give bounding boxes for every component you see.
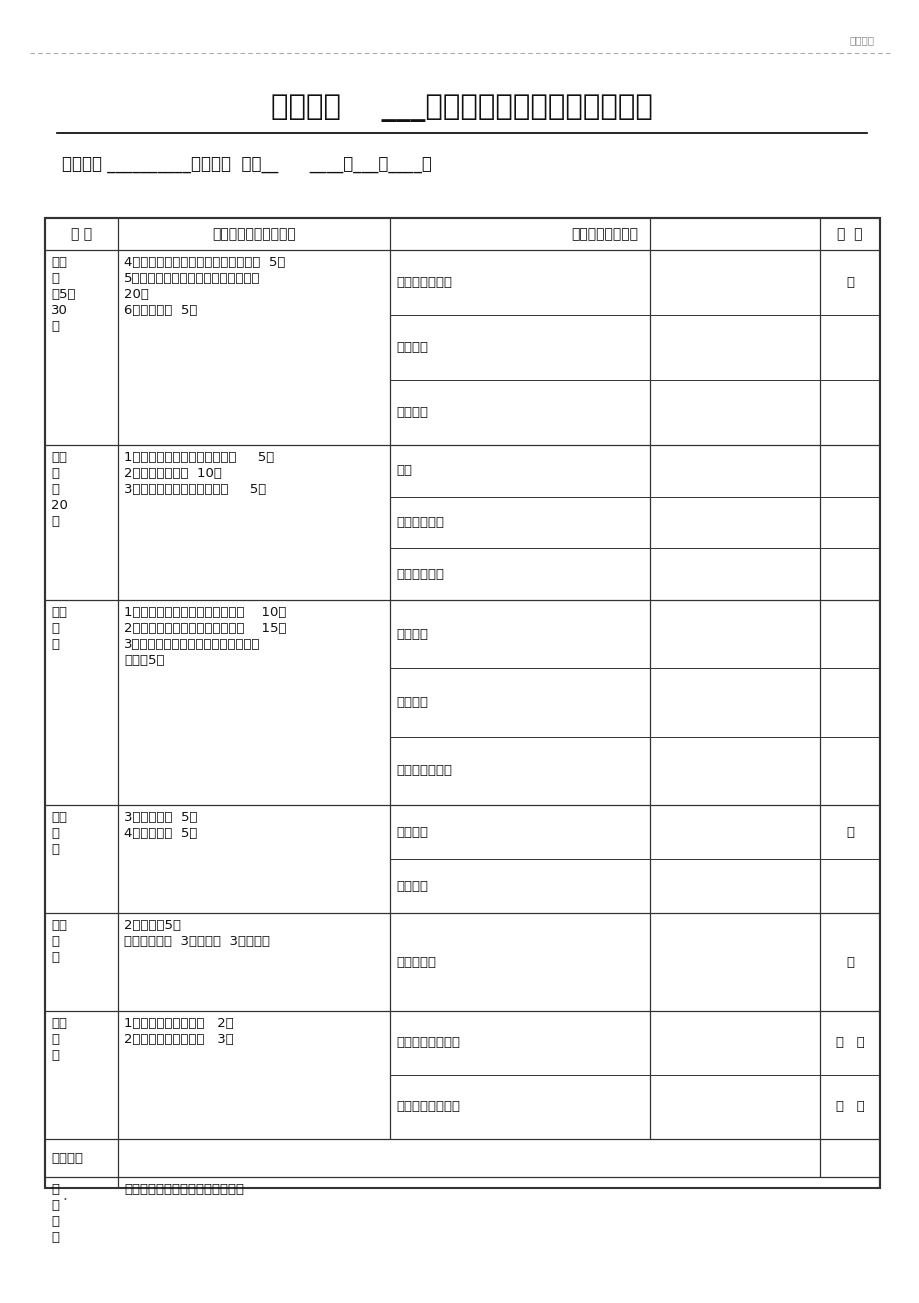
Text: 6、教学反思  5分: 6、教学反思 5分	[124, 304, 198, 317]
Text: 指: 指	[51, 1183, 59, 1196]
Text: 教学反思: 教学反思	[395, 407, 427, 420]
Text: 课堂作业: 课堂作业	[395, 628, 427, 641]
Text: 项 目: 项 目	[71, 227, 92, 241]
Text: 作业批改登记本: 作业批改登记本	[395, 765, 451, 778]
Text: 二、: 二、	[51, 451, 67, 464]
Text: 节: 节	[845, 276, 853, 289]
Text: 是   否: 是 否	[834, 1036, 864, 1049]
Text: 3、作业批改登记本（是否与批改作业: 3、作业批改登记本（是否与批改作业	[124, 638, 260, 652]
Text: 材: 材	[51, 936, 59, 949]
Text: 五、: 五、	[51, 919, 67, 932]
Text: 三、: 三、	[51, 606, 67, 619]
Text: 基础训练: 基础训练	[395, 696, 427, 709]
Text: 应、已备课时数: 应、已备课时数	[395, 276, 451, 289]
Text: 赋分合计: 赋分合计	[51, 1152, 83, 1165]
Text: 态: 态	[51, 1033, 59, 1046]
Text: 课5、: 课5、	[51, 288, 75, 301]
Text: 业: 业	[51, 638, 59, 652]
Text: 主要内容、目标、等次: 主要内容、目标、等次	[212, 227, 296, 241]
Text: 1、课堂作业（全、部分、未改）    10分: 1、课堂作业（全、部分、未改） 10分	[124, 606, 286, 619]
Text: 一、: 一、	[51, 255, 67, 268]
Bar	[45, 218, 879, 1188]
Text: 2、听课本5分: 2、听课本5分	[124, 919, 181, 932]
Text: 4、试卷分析  5分: 4、试卷分析 5分	[124, 827, 198, 840]
Text: 5、教学质量（详、简、环节、书写）: 5、教学质量（详、简、环节、书写）	[124, 272, 260, 285]
Text: 指出闪光点，提出缺点和改进建议: 指出闪光点，提出缺点和改进建议	[124, 1183, 244, 1196]
Text: 六、: 六、	[51, 1018, 67, 1029]
Text: 分: 分	[51, 321, 59, 334]
Text: （每个月至少  3次，达到  3次满分）: （每个月至少 3次，达到 3次满分）	[124, 936, 269, 949]
Text: 30: 30	[51, 304, 68, 317]
Text: 20分: 20分	[124, 288, 149, 301]
Text: 是否配合当日检查: 是否配合当日检查	[395, 1036, 460, 1049]
Text: ·: ·	[62, 1194, 67, 1208]
Text: 2、备课是否一致  10分: 2、备课是否一致 10分	[124, 466, 221, 480]
Text: 保和完小    ___月教学常规检查记录与考核表: 保和完小 ___月教学常规检查记录与考核表	[271, 94, 652, 122]
Text: 提供材料是否齐全: 提供材料是否齐全	[395, 1101, 460, 1114]
Text: 相符）5分: 相符）5分	[124, 654, 165, 667]
Text: 教学质量: 教学质量	[395, 341, 427, 354]
Text: 辅: 辅	[51, 827, 59, 840]
Text: 4、应、已备课时数（含计划、总结）  5分: 4、应、已备课时数（含计划、总结） 5分	[124, 255, 285, 268]
Text: 进度: 进度	[395, 464, 412, 477]
Text: 作: 作	[51, 622, 59, 635]
Text: 教师姓名 __________任教学科  数学__      ____年___月____日: 教师姓名 __________任教学科 数学__ ____年___月____日	[62, 156, 431, 175]
Text: 学: 学	[51, 483, 59, 496]
Text: 考: 考	[51, 843, 59, 856]
Text: 听评课次数: 听评课次数	[395, 955, 436, 968]
Text: 是   否: 是 否	[834, 1101, 864, 1114]
Text: 体现课改精神: 体现课改精神	[395, 568, 444, 581]
Text: 导: 导	[51, 1199, 59, 1212]
Text: 单元测试: 单元测试	[395, 826, 427, 839]
Text: 四、: 四、	[51, 810, 67, 823]
Text: 分: 分	[51, 515, 59, 528]
Text: 教: 教	[51, 466, 59, 480]
Text: 见: 见	[51, 1231, 59, 1244]
Text: 精品文档: 精品文档	[849, 35, 874, 46]
Text: 意: 意	[51, 1214, 59, 1227]
Text: 2、基础训练（全、部分、未改）    15分: 2、基础训练（全、部分、未改） 15分	[124, 622, 286, 635]
Text: 备: 备	[51, 272, 59, 285]
Text: 3、单元测试  5分: 3、单元测试 5分	[124, 810, 198, 823]
Text: 20: 20	[51, 499, 68, 512]
Text: 赋  分: 赋 分	[836, 227, 862, 241]
Text: 2、提供材料是否齐全   3分: 2、提供材料是否齐全 3分	[124, 1033, 233, 1046]
Text: 度: 度	[51, 1049, 59, 1062]
Text: 料: 料	[51, 951, 59, 964]
Text: 试卷分析: 试卷分析	[395, 880, 427, 893]
Text: 次: 次	[845, 826, 853, 839]
Text: 1、是否配合当日检查   2分: 1、是否配合当日检查 2分	[124, 1018, 233, 1029]
Text: 1、进度（正常、偏快、偏慢）     5分: 1、进度（正常、偏快、偏慢） 5分	[124, 451, 274, 464]
Text: 节: 节	[845, 955, 853, 968]
Text: 备课是否一致: 备课是否一致	[395, 516, 444, 529]
Text: 3、体现课改精神（含实验）     5分: 3、体现课改精神（含实验） 5分	[124, 483, 266, 496]
Text: 完成数、质量情况: 完成数、质量情况	[571, 227, 638, 241]
